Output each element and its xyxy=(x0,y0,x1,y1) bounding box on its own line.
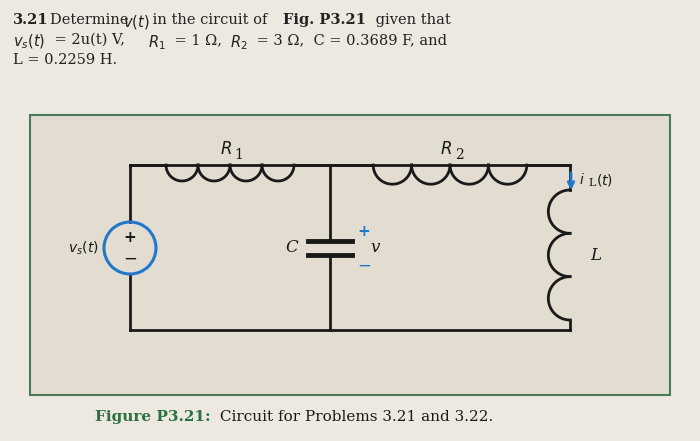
Text: Circuit for Problems 3.21 and 3.22.: Circuit for Problems 3.21 and 3.22. xyxy=(215,410,494,424)
Text: Fig. P3.21: Fig. P3.21 xyxy=(283,13,366,27)
Text: L: L xyxy=(588,179,596,188)
Text: $i$: $i$ xyxy=(579,172,584,187)
Text: $R$: $R$ xyxy=(220,141,232,157)
Text: 2: 2 xyxy=(454,148,463,162)
Text: −: − xyxy=(357,257,371,274)
Text: $R$: $R$ xyxy=(440,141,452,157)
Text: $R_2$: $R_2$ xyxy=(230,33,248,52)
Text: 3.21: 3.21 xyxy=(13,13,48,27)
Text: given that: given that xyxy=(371,13,451,27)
Text: +: + xyxy=(124,231,136,246)
Text: $v(t)$: $v(t)$ xyxy=(123,13,150,31)
Text: L = 0.2259 H.: L = 0.2259 H. xyxy=(13,53,117,67)
FancyBboxPatch shape xyxy=(30,115,670,395)
Text: v: v xyxy=(370,239,379,256)
Text: in the circuit of: in the circuit of xyxy=(148,13,272,27)
Text: $R_1$: $R_1$ xyxy=(148,33,166,52)
Text: = 1 Ω,: = 1 Ω, xyxy=(170,33,231,47)
Text: L: L xyxy=(590,247,601,264)
Text: = 2u(t) V,: = 2u(t) V, xyxy=(50,33,134,47)
Text: +: + xyxy=(357,224,370,239)
Text: = 3 Ω,  C = 0.3689 F, and: = 3 Ω, C = 0.3689 F, and xyxy=(252,33,447,47)
Text: 1: 1 xyxy=(234,148,244,162)
Text: C: C xyxy=(286,239,298,256)
Text: $(t)$: $(t)$ xyxy=(596,172,613,187)
Text: Figure P3.21:: Figure P3.21: xyxy=(95,410,211,424)
Text: Determine: Determine xyxy=(50,13,133,27)
Text: $v_s(t)$: $v_s(t)$ xyxy=(13,33,46,52)
Text: −: − xyxy=(123,250,137,268)
Text: $v_s(t)$: $v_s(t)$ xyxy=(69,239,99,257)
